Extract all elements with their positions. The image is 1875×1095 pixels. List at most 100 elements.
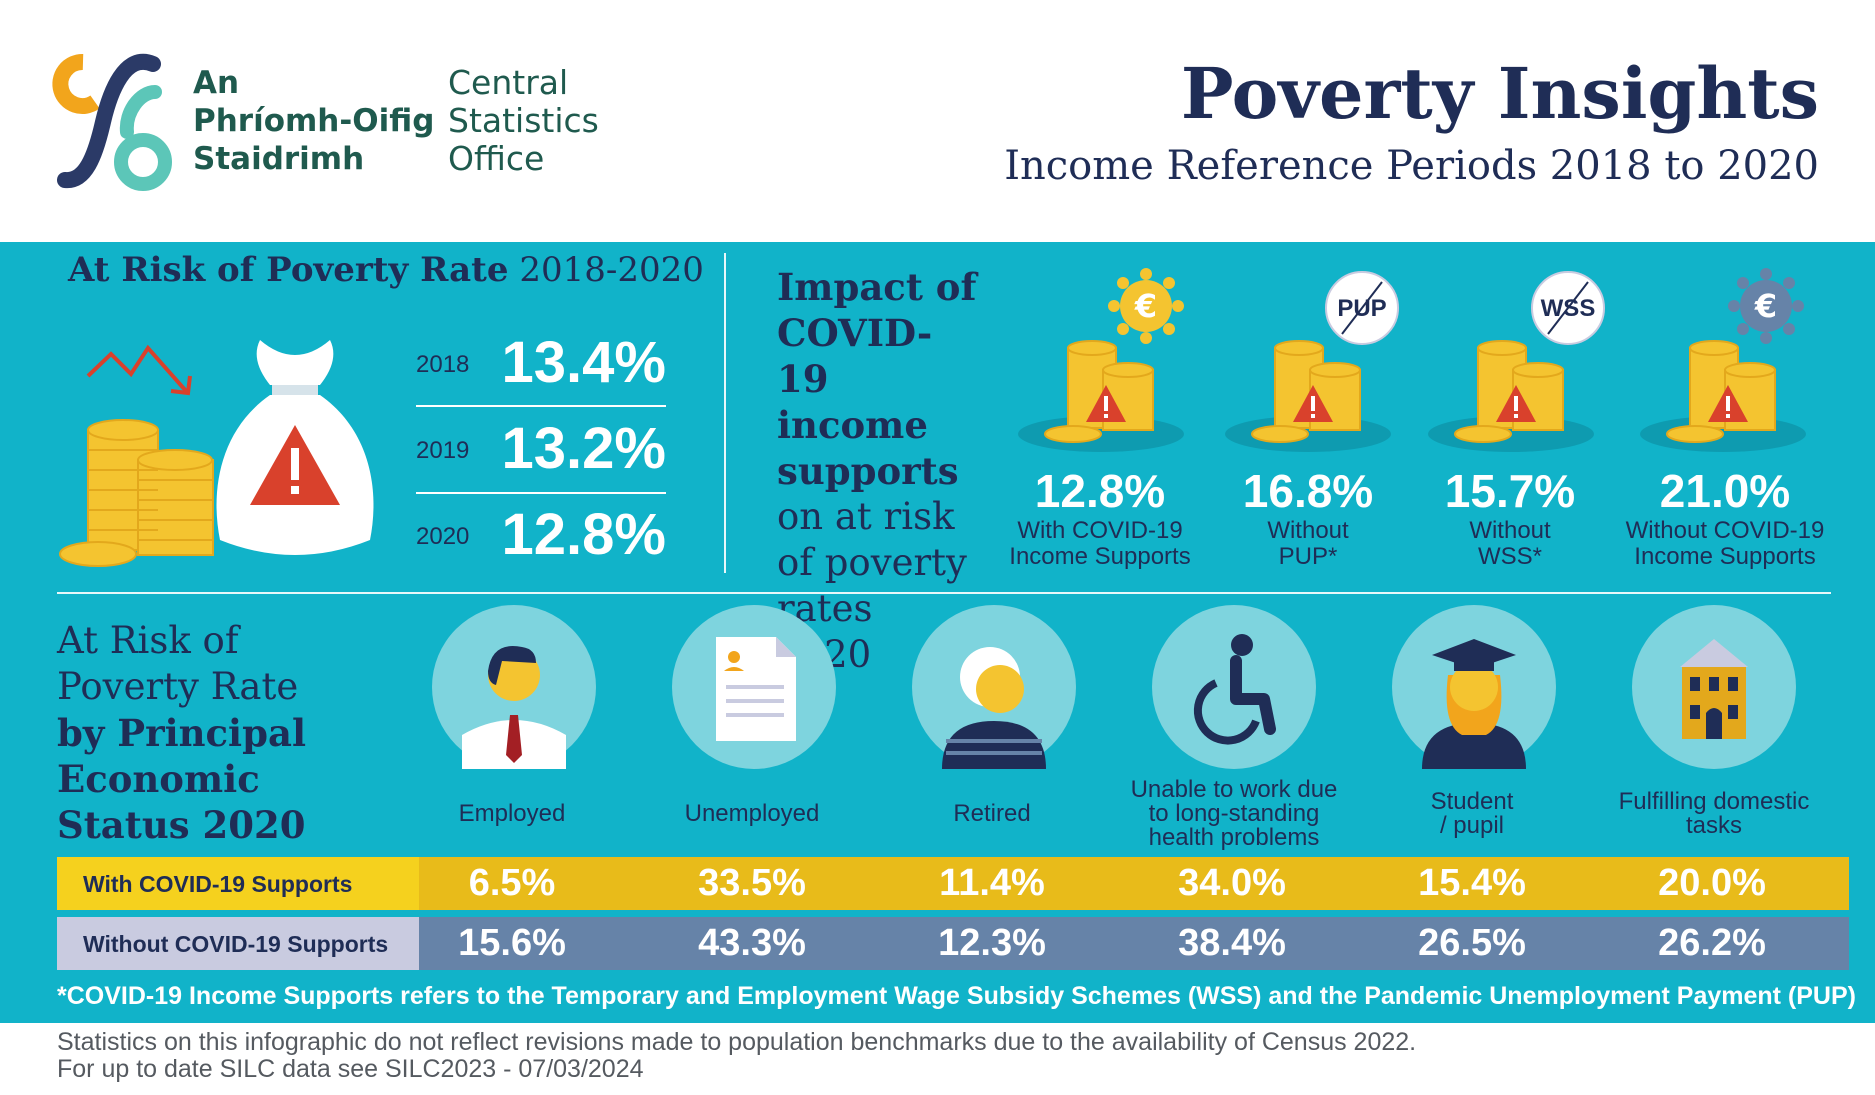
category-label-line: health problems — [1148, 824, 1320, 851]
category-label-unemployed: Unemployed — [642, 802, 862, 826]
employed-person-icon — [432, 605, 596, 769]
category-label-unable-to-work: Unable to work due to long-standing heal… — [1109, 778, 1359, 850]
category-label-line: Retired — [953, 800, 1031, 827]
category-label-line: Student — [1430, 788, 1514, 815]
coins-alert-icon — [1018, 340, 1184, 452]
euro-virus-icon: € — [1108, 268, 1184, 344]
category-label-line: Unable to work due — [1130, 776, 1338, 803]
without-value: 12.3% — [938, 922, 1046, 964]
impact-value: 21.0% — [1659, 465, 1791, 517]
trend-down-arrow-icon — [86, 344, 192, 396]
house-glyph — [1680, 639, 1748, 739]
page-title: Poverty Insights — [1180, 52, 1819, 135]
rate-value: 13.4% — [501, 330, 666, 395]
impact-label: Without — [1267, 517, 1349, 544]
rate-year: 2018 — [416, 351, 470, 378]
impact-title-light: on at risk — [777, 495, 955, 538]
category-label-line: / pupil — [1439, 812, 1505, 839]
logo-english-text: Central Statistics Office — [448, 64, 599, 178]
impact-label: Without — [1469, 517, 1551, 544]
category-label-retired: Retired — [882, 802, 1102, 826]
euro-virus-icon: € — [1728, 268, 1804, 344]
category-label-line: tasks — [1685, 812, 1742, 839]
rate-row-2019: 2019 13.2% — [416, 409, 666, 495]
rate-row-2018: 2018 13.4% — [416, 323, 666, 409]
impact-label: Income Supports — [1009, 543, 1191, 570]
status-title-bold: by Principal — [57, 711, 307, 755]
status-title-light: Poverty Rate — [57, 665, 299, 708]
house-icon — [1632, 605, 1796, 769]
impact-item: 16.8% Without PUP* — [1208, 464, 1408, 570]
category-label-domestic: Fulfilling domestic tasks — [1590, 790, 1838, 838]
svg-text:€: € — [1754, 287, 1777, 325]
impact-title: Impact of COVID-19 income supports on at… — [777, 264, 977, 678]
svg-text:€: € — [1134, 287, 1157, 325]
impact-item: 12.8% With COVID-19 Income Supports — [1000, 464, 1200, 570]
footnote: *COVID-19 Income Supports refers to the … — [57, 982, 1856, 1010]
impact-value: 12.8% — [1034, 465, 1166, 517]
without-value: 26.2% — [1658, 922, 1766, 964]
wheelchair-glyph — [1193, 634, 1276, 745]
student-glyph — [1422, 639, 1526, 769]
impact-item: 15.7% Without WSS* — [1410, 464, 1610, 570]
category-label-employed: Employed — [402, 802, 622, 826]
status-title: At Risk of Poverty Rate by Principal Eco… — [57, 618, 306, 848]
status-title-bold: Status 2020 — [57, 803, 306, 847]
without-value: 43.3% — [698, 922, 806, 964]
with-supports-label: With COVID-19 Supports — [83, 871, 353, 897]
impact-label: WSS* — [1477, 543, 1542, 570]
impact-item: 21.0% Without COVID-19 Income Supports — [1620, 464, 1830, 570]
pup-crossed-badge-icon: PUP — [1325, 271, 1399, 345]
impact-title-bold: COVID-19 — [777, 311, 933, 401]
header: An Phríomh-Oifig Staidrimh Central Stati… — [0, 0, 1875, 242]
with-value: 33.5% — [698, 862, 806, 904]
at-risk-title: At Risk of Poverty Rate 2018-2020 — [68, 250, 704, 290]
impact-label: Income Supports — [1634, 543, 1816, 570]
rate-year: 2019 — [416, 437, 470, 464]
impact-title-bold: income — [777, 403, 928, 447]
category-label-student: Student / pupil — [1362, 790, 1582, 838]
cso-logo-icon — [52, 53, 172, 191]
logo-gaelic-line: Staidrimh — [193, 141, 365, 177]
impact-value: 15.7% — [1444, 465, 1576, 517]
rate-divider — [416, 405, 666, 407]
footer-note: Statistics on this infographic do not re… — [57, 1028, 1417, 1056]
footer-note: For up to date SILC data see SILC2023 - … — [57, 1055, 644, 1083]
retired-person-glyph — [942, 647, 1046, 769]
coins-alert-icon — [1428, 340, 1594, 452]
rate-value: 13.2% — [501, 416, 666, 481]
rate-year: 2020 — [416, 523, 470, 550]
wss-crossed-badge-icon: WSS — [1531, 271, 1605, 345]
impact-value: 16.8% — [1242, 465, 1374, 517]
section-divider — [57, 592, 1831, 594]
with-value: 6.5% — [468, 862, 556, 904]
status-title-bold: Economic — [57, 757, 260, 801]
logo-english-line: Statistics — [448, 101, 599, 140]
rate-divider — [416, 492, 666, 494]
rate-value: 12.8% — [501, 502, 666, 567]
category-label-line: Fulfilling domestic — [1618, 788, 1810, 815]
logo-english-line: Central — [448, 63, 569, 102]
logo-english-line: Office — [448, 139, 545, 178]
employed-person-glyph — [462, 646, 566, 769]
coins-stack-icon — [59, 419, 214, 567]
logo-gaelic-line: An — [193, 65, 240, 101]
at-risk-title-years: 2018-2020 — [519, 250, 704, 290]
document-icon — [672, 605, 836, 769]
impact-label: PUP* — [1278, 543, 1338, 570]
with-value: 11.4% — [939, 862, 1045, 904]
student-icon — [1392, 605, 1556, 769]
money-bag-alert-icon — [216, 340, 374, 555]
with-value: 15.4% — [1418, 862, 1526, 904]
logo-gaelic-text: An Phríomh-Oifig Staidrimh — [193, 64, 434, 178]
without-value: 26.5% — [1418, 922, 1526, 964]
document-glyph — [716, 637, 796, 741]
coins-alert-icon — [1225, 340, 1391, 452]
without-supports-label-cell: Without COVID-19 Supports — [57, 917, 419, 970]
logo-gaelic-line: Phríomh-Oifig — [193, 103, 435, 139]
without-value: 15.6% — [458, 922, 566, 964]
section-divider — [724, 253, 726, 573]
category-label-line: Unemployed — [684, 800, 820, 827]
without-supports-label: Without COVID-19 Supports — [83, 931, 389, 957]
category-label-line: to long-standing — [1148, 800, 1320, 827]
